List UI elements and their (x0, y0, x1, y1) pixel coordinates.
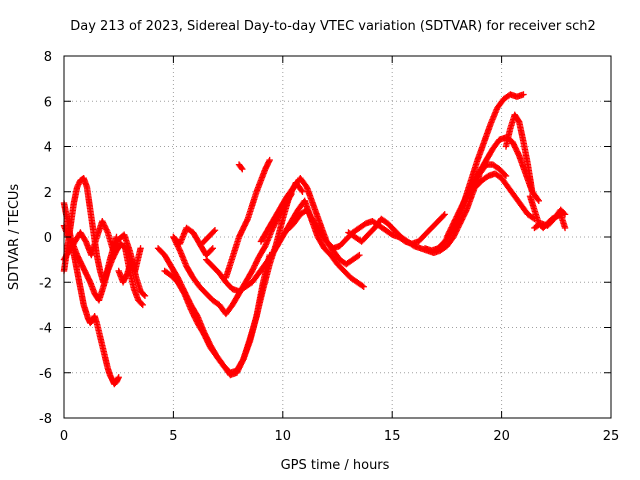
y-axis-label: SDTVAR / TECUs (7, 184, 22, 291)
data-point (176, 246, 183, 253)
data-point (239, 165, 246, 173)
data-point (561, 211, 569, 218)
data-point (101, 223, 109, 231)
series-13 (235, 161, 246, 173)
data-point (138, 300, 145, 307)
data-point (113, 240, 120, 247)
data-point (210, 228, 218, 235)
data-point (141, 292, 149, 300)
data-point (561, 224, 569, 232)
data-point (209, 245, 216, 252)
x-tick-label: 20 (493, 429, 510, 444)
y-tick-label: -2 (39, 276, 52, 291)
data-point (440, 212, 447, 219)
data-point (299, 188, 306, 195)
data-point (102, 225, 109, 232)
x-tick-label: 10 (275, 429, 292, 444)
data-point (360, 283, 367, 290)
x-tick-label: 0 (60, 429, 68, 444)
x-axis-label: GPS time / hours (281, 458, 390, 473)
data-point (211, 227, 219, 234)
tick-labels: 0 5 10 15 20 25 -8 -6 -4 -2 0 2 4 6 8 (39, 50, 619, 444)
series-19 (472, 170, 538, 223)
data-point (298, 187, 305, 194)
data-point (112, 243, 119, 250)
data-point (239, 357, 246, 364)
series-1 (60, 199, 122, 388)
data-point (534, 196, 542, 203)
data-point (111, 244, 118, 251)
data-point (560, 210, 568, 217)
data-point (115, 374, 122, 381)
x-tick-label: 25 (603, 429, 620, 444)
data-point (103, 226, 110, 233)
data-point (535, 197, 542, 204)
series-11 (198, 227, 219, 247)
data-point (354, 252, 362, 260)
gridlines (64, 56, 611, 418)
series-9 (170, 224, 216, 259)
data-point (112, 241, 120, 249)
series-22 (531, 206, 569, 232)
data-point (137, 245, 144, 252)
series-5 (115, 256, 149, 300)
data-point (501, 171, 509, 178)
data-point (208, 246, 215, 253)
data-point (359, 282, 366, 290)
data-point (266, 156, 273, 164)
data-point (114, 238, 121, 246)
y-tick-label: 4 (44, 141, 52, 156)
y-tick-label: -8 (39, 412, 52, 427)
x-tick-label: 15 (384, 429, 401, 444)
series-15 (283, 206, 448, 252)
series-17 (421, 91, 527, 254)
y-tick-label: 8 (44, 50, 52, 65)
data-point (101, 222, 108, 229)
chart-title: Day 213 of 2023, Sidereal Day-to-day VTE… (70, 19, 596, 34)
y-tick-label: -6 (39, 367, 52, 382)
data-point (140, 291, 148, 298)
data-point (502, 172, 510, 180)
y-tick-label: -4 (39, 322, 52, 337)
axis-ticks (63, 55, 612, 419)
data-point (529, 188, 536, 195)
y-tick-label: 0 (44, 231, 52, 246)
data-point (110, 245, 118, 253)
x-tick-label: 5 (169, 429, 177, 444)
data-point (139, 301, 146, 309)
y-tick-label: 2 (44, 186, 52, 201)
data-point (441, 211, 448, 218)
data-point (99, 219, 107, 226)
data-point (238, 164, 245, 172)
data-point (520, 91, 527, 98)
series-12 (222, 156, 273, 281)
data-point (103, 227, 111, 235)
data-points (60, 91, 569, 388)
data-point (110, 247, 117, 254)
data-point (356, 251, 363, 259)
data-point (99, 217, 106, 225)
series-20 (502, 111, 536, 195)
y-tick-label: 6 (44, 95, 52, 110)
data-point (100, 220, 107, 228)
